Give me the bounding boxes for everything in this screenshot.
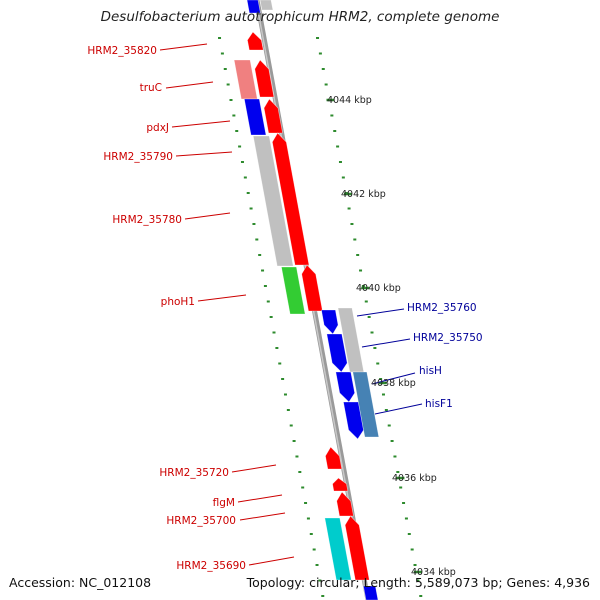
scale-label: 4042 kbp bbox=[341, 189, 386, 200]
scale-labels: 4044 kbp 4042 kbp 4040 kbp 4038 kbp 4036… bbox=[327, 95, 456, 578]
leader-line bbox=[374, 403, 423, 415]
scale-label: 4036 kbp bbox=[392, 473, 437, 484]
gene-arrow bbox=[343, 401, 364, 440]
gene-arrow bbox=[332, 477, 349, 492]
gene-arrow bbox=[321, 309, 339, 335]
accession-text: Accession: NC_012108 bbox=[9, 575, 152, 590]
leader-line bbox=[184, 212, 231, 220]
gene-arrow bbox=[301, 264, 323, 312]
leader-line bbox=[371, 372, 416, 385]
gene-label-truc[interactable]: truC bbox=[140, 82, 162, 94]
gene-label-hrm2-35820[interactable]: HRM2_35820 bbox=[87, 45, 157, 57]
scale-label: 4040 kbp bbox=[356, 283, 401, 294]
gene-label-hish[interactable]: hisH bbox=[419, 365, 442, 377]
scale-label: 4038 kbp bbox=[371, 378, 416, 389]
leader-line bbox=[237, 494, 283, 503]
gene-features bbox=[233, 0, 380, 600]
leader-line bbox=[197, 294, 247, 302]
gene-label-hrm2-35780[interactable]: HRM2_35780 bbox=[112, 214, 182, 226]
figure-title: Desulfobacterium autotrophicum HRM2, com… bbox=[100, 9, 500, 25]
leader-line bbox=[248, 556, 295, 566]
scale-label: 4034 kbp bbox=[411, 567, 456, 578]
gene-arrow bbox=[336, 491, 354, 517]
leader-line bbox=[356, 308, 405, 317]
gene-label-flgm[interactable]: flgM bbox=[213, 497, 235, 509]
gene-label-hrm2-35790[interactable]: HRM2_35790 bbox=[103, 151, 173, 163]
leader-line bbox=[361, 338, 411, 348]
topology-text: Topology: circular; Length: 5,589,073 bp… bbox=[246, 575, 590, 590]
tick-marks bbox=[218, 37, 423, 597]
gene-arrow bbox=[335, 371, 356, 403]
gene-label-pdxj[interactable]: pdxJ bbox=[146, 122, 169, 134]
gene-label-hrm2-35760[interactable]: HRM2_35760 bbox=[407, 302, 477, 314]
gene-arrow bbox=[243, 98, 267, 136]
gene-arrow bbox=[363, 585, 379, 600]
gene-arrow bbox=[324, 517, 352, 581]
leader-line bbox=[175, 151, 233, 157]
gene-arrow bbox=[259, 0, 274, 11]
gene-label-hrm2-35700[interactable]: HRM2_35700 bbox=[166, 515, 236, 527]
gene-arrow bbox=[352, 371, 380, 438]
gene-arrow bbox=[247, 31, 264, 51]
gene-arrow bbox=[271, 132, 310, 266]
gene-arrow bbox=[325, 446, 343, 470]
gene-label-hrm2-35750[interactable]: HRM2_35750 bbox=[413, 332, 483, 344]
gene-label-hrm2-35690[interactable]: HRM2_35690 bbox=[176, 560, 246, 572]
gene-arrow bbox=[246, 0, 261, 14]
leader-line bbox=[159, 43, 208, 51]
gene-arrow bbox=[252, 135, 294, 267]
gene-arrow bbox=[233, 59, 258, 100]
label-leader-lines bbox=[159, 43, 423, 566]
left-gene-labels: HRM2_35820 truC pdxJ HRM2_35790 HRM2_357… bbox=[87, 45, 246, 572]
gene-arrow bbox=[254, 59, 275, 98]
gene-arrow bbox=[263, 98, 283, 134]
gene-arrow bbox=[344, 515, 370, 581]
right-gene-labels: HRM2_35760 HRM2_35750 hisH hisF1 bbox=[407, 302, 483, 410]
leader-line bbox=[171, 120, 231, 128]
gene-label-hrm2-35720[interactable]: HRM2_35720 bbox=[159, 467, 229, 479]
gene-arrow bbox=[326, 333, 348, 373]
leader-line bbox=[239, 512, 286, 521]
gene-label-hisf1[interactable]: hisF1 bbox=[425, 398, 453, 410]
leader-line bbox=[231, 464, 277, 473]
gene-label-phoh1[interactable]: phoH1 bbox=[161, 296, 195, 308]
scale-label: 4044 kbp bbox=[327, 95, 372, 106]
leader-line bbox=[165, 81, 214, 89]
gene-arrow bbox=[281, 266, 306, 315]
